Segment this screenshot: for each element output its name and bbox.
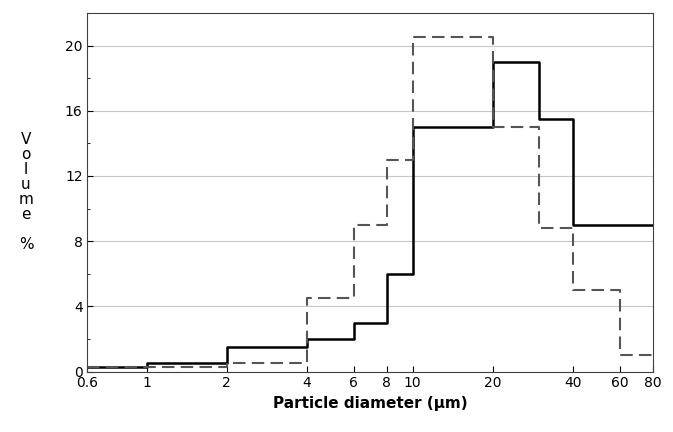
X-axis label: Particle diameter (μm): Particle diameter (μm) — [273, 396, 468, 411]
Y-axis label: V
o
l
u
m
e

%: V o l u m e % — [19, 132, 34, 252]
